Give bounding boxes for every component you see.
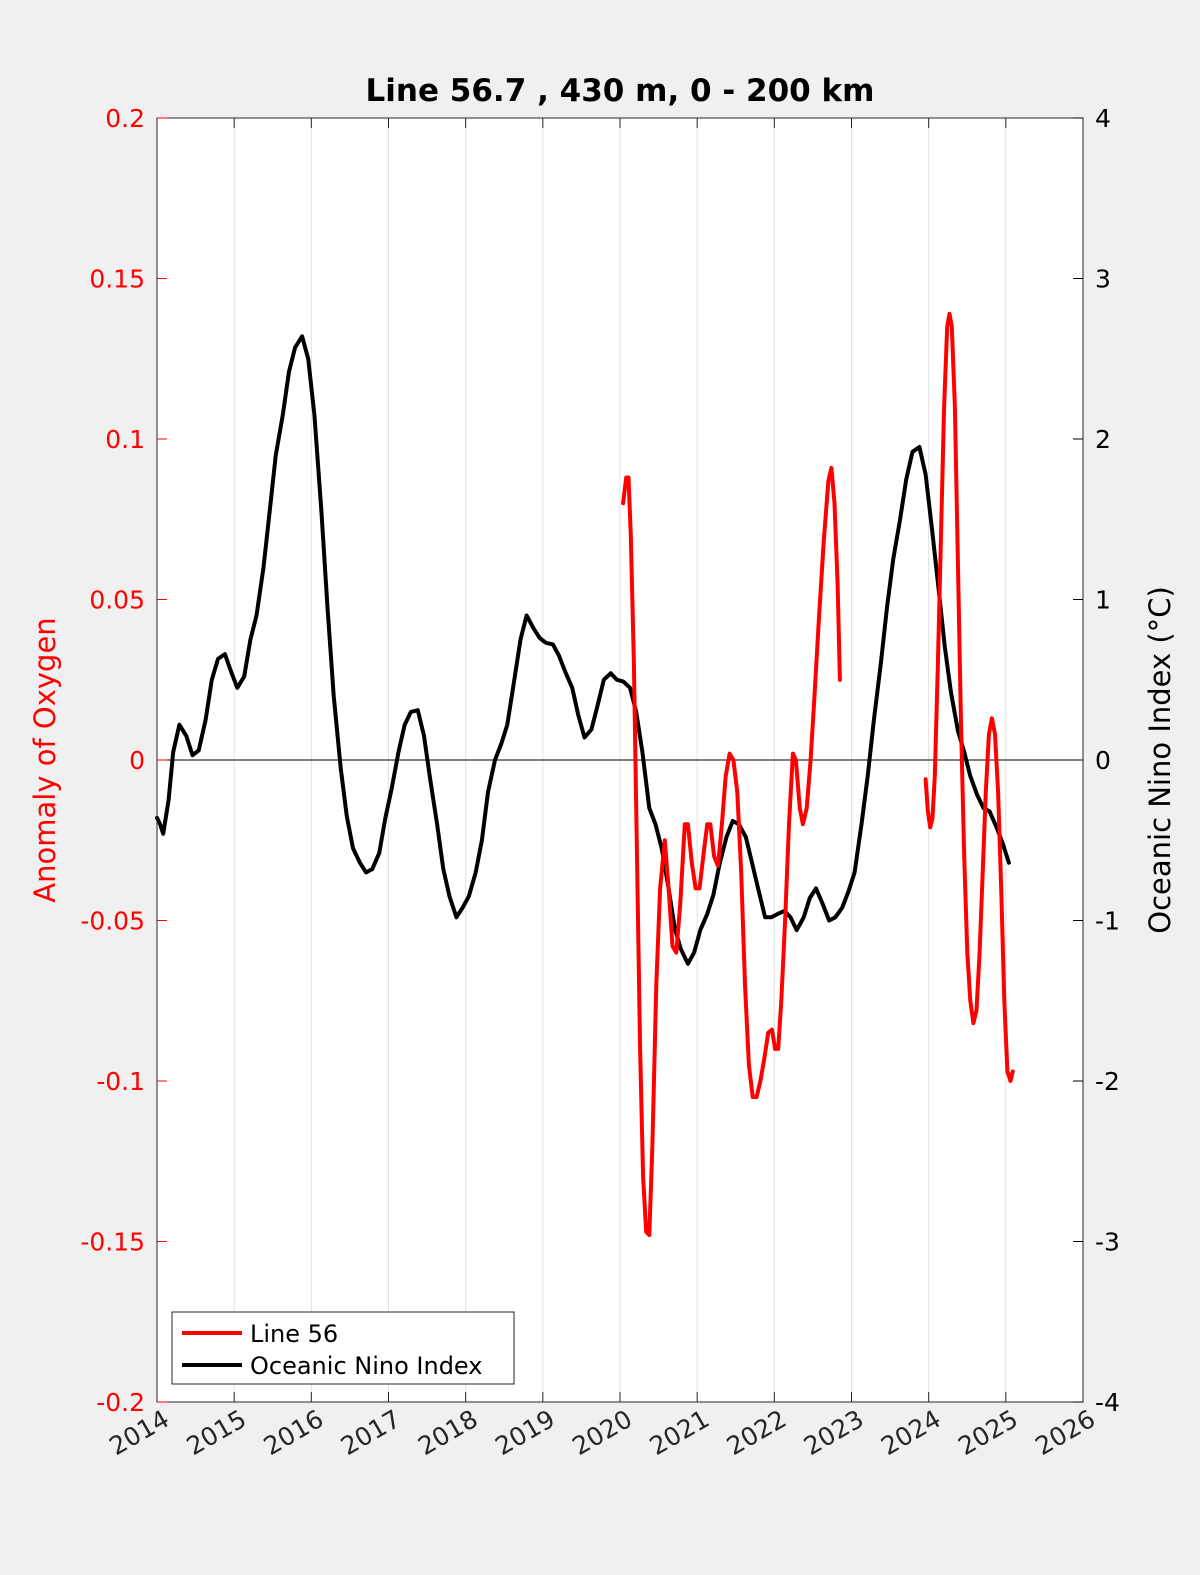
y-left-tick-label: 0 — [129, 746, 145, 775]
y-left-tick-label: -0.1 — [96, 1067, 145, 1096]
legend-box — [171, 1311, 515, 1385]
x-tick-label: 2017 — [336, 1404, 406, 1461]
y-right-tick-label: -2 — [1095, 1067, 1120, 1096]
series-layer — [155, 311, 1015, 1238]
x-tick-label: 2020 — [567, 1404, 637, 1461]
y-left-axis-label: Anomaly of Oxygen — [28, 617, 62, 902]
y-left-tick-label: -0.15 — [80, 1228, 145, 1257]
legend-oni-label: Oceanic Nino Index — [250, 1352, 482, 1380]
legend-line56-label: Line 56 — [250, 1320, 338, 1348]
y-right-tick-label: 4 — [1095, 104, 1111, 133]
y-right-axis-label: Oceanic Nino Index (°C) — [1143, 586, 1177, 934]
x-tick-label: 2015 — [182, 1404, 252, 1461]
y-left-tick-label: 0.2 — [105, 104, 145, 133]
line56-series-segment — [621, 465, 842, 1238]
x-tick-label: 2021 — [645, 1404, 715, 1461]
y-left-tick-label: 0.15 — [89, 265, 145, 294]
x-tick-label: 2022 — [722, 1404, 792, 1461]
y-right-tick-label: -3 — [1095, 1228, 1120, 1257]
x-tick-label: 2019 — [490, 1404, 560, 1461]
y-left-tick-label: 0.1 — [105, 425, 145, 454]
x-tick-label: 2025 — [953, 1404, 1023, 1461]
x-tick-label: 2024 — [876, 1404, 946, 1461]
legend: Line 56 Oceanic Nino Index — [171, 1311, 515, 1385]
y-right-tick-label: -1 — [1095, 907, 1120, 936]
x-tick-label: 2026 — [1030, 1404, 1100, 1461]
y-right-tick-label: 3 — [1095, 265, 1111, 294]
y-right-tick-label: 2 — [1095, 425, 1111, 454]
x-tick-label: 2018 — [413, 1404, 483, 1461]
x-tick-label: 2023 — [799, 1404, 869, 1461]
x-tick-label: 2016 — [259, 1404, 329, 1461]
y-left-tick-label: -0.2 — [96, 1388, 145, 1417]
y-right-tick-label: 0 — [1095, 746, 1111, 775]
y-right-tick-label: 1 — [1095, 586, 1111, 615]
oni-series-line — [155, 334, 1011, 966]
y-left-tick-label: 0.05 — [89, 586, 145, 615]
y-left-tick-label: -0.05 — [80, 907, 145, 936]
line56-series-segment — [923, 311, 1015, 1083]
y-right-tick-label: -4 — [1095, 1388, 1120, 1417]
chart-title: Line 56.7 , 430 m, 0 - 200 km — [366, 73, 875, 109]
